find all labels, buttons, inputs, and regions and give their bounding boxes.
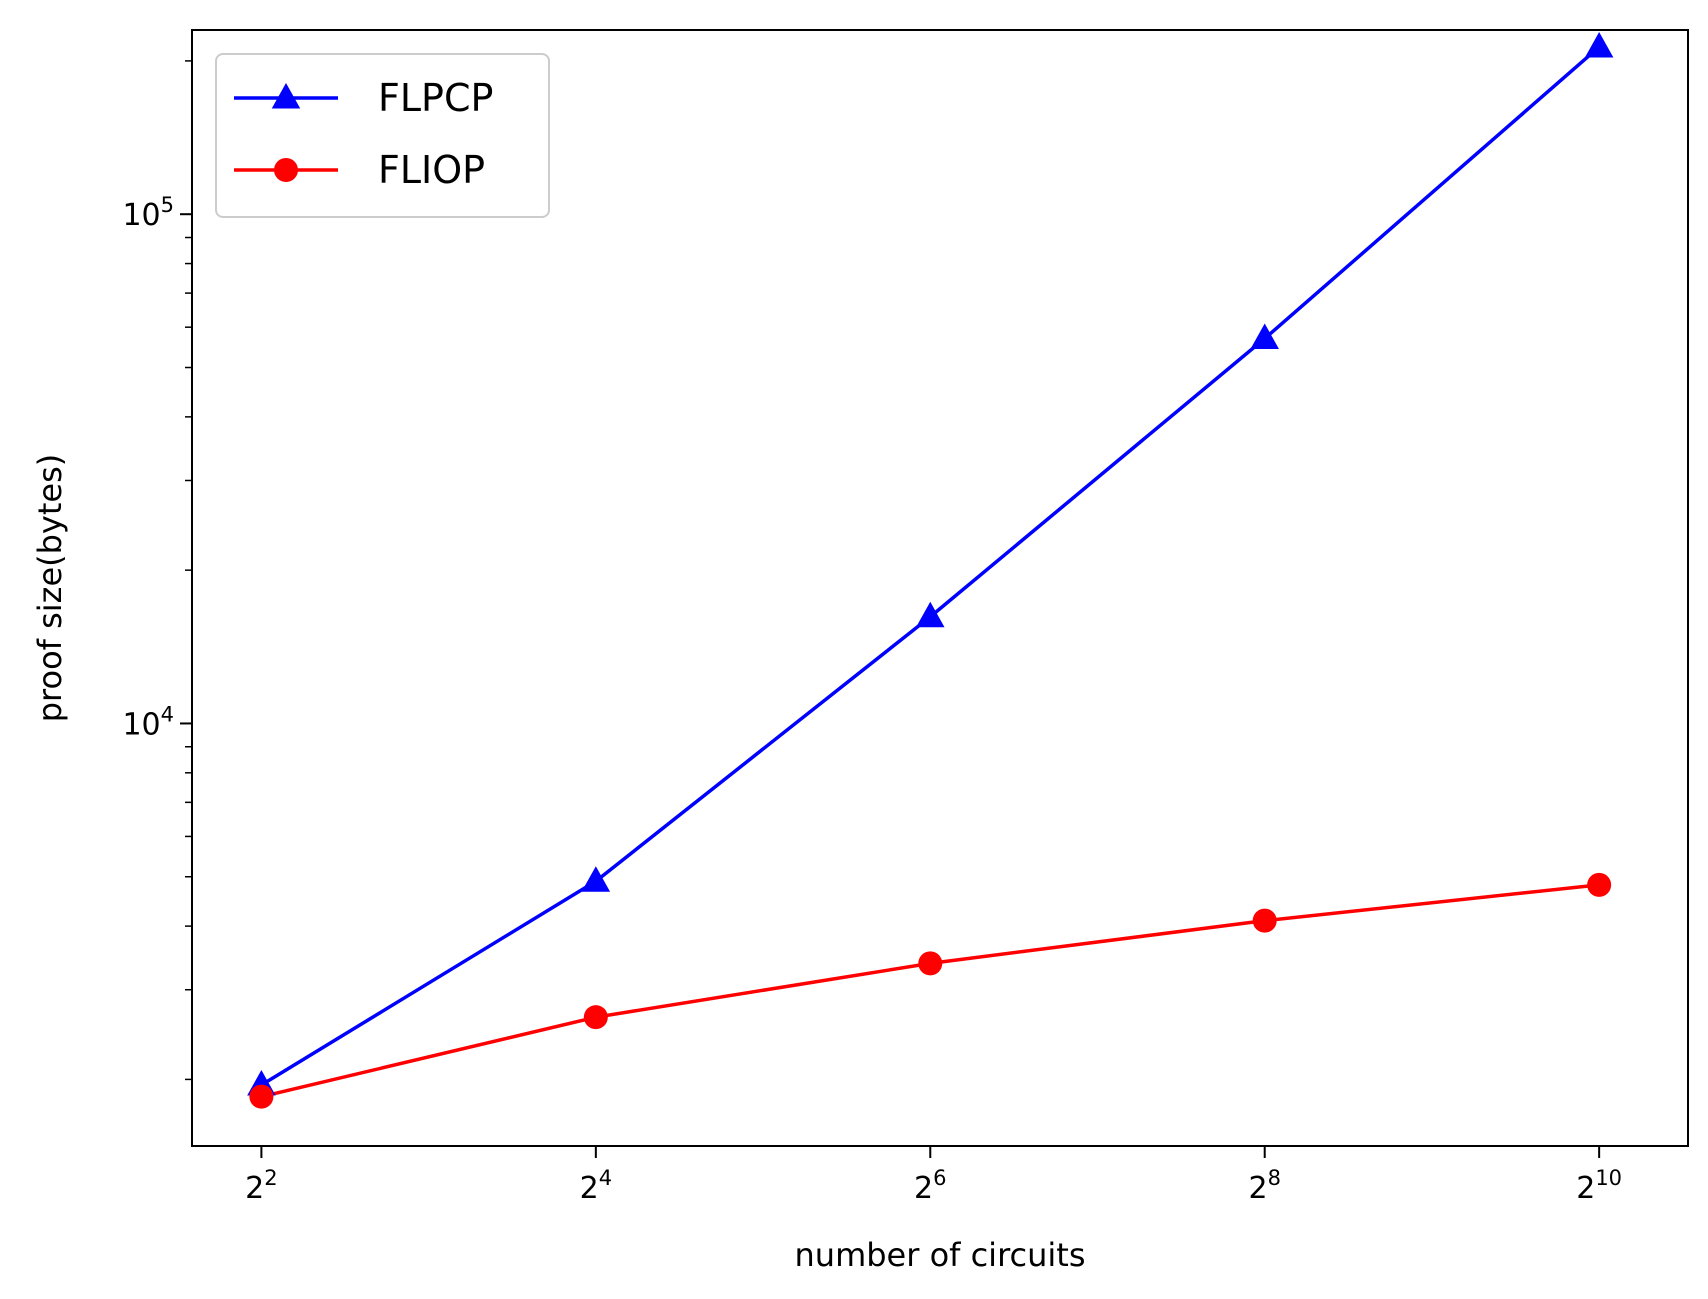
y-tick-label: 104 bbox=[122, 702, 174, 742]
legend-marker bbox=[274, 158, 298, 182]
data-point-fliop bbox=[1252, 908, 1277, 933]
y-tick-label: 105 bbox=[122, 193, 174, 233]
x-tick-label: 210 bbox=[1576, 1166, 1622, 1206]
data-point-fliop bbox=[583, 1005, 608, 1030]
data-point-fliop bbox=[1587, 872, 1612, 897]
x-tick-label: 24 bbox=[580, 1166, 612, 1206]
x-tick-label: 28 bbox=[1248, 1166, 1280, 1206]
data-point-flpcp bbox=[581, 866, 611, 892]
y-minor-ticks bbox=[185, 60, 192, 1081]
data-point-fliop bbox=[918, 951, 943, 976]
legend-box bbox=[215, 53, 550, 218]
legend-label: FLPCP bbox=[378, 76, 493, 120]
data-point-fliop bbox=[249, 1084, 274, 1109]
y-axis-label: proof size(bytes) bbox=[31, 454, 69, 723]
legend-label: FLIOP bbox=[378, 148, 485, 192]
plot-frame bbox=[191, 29, 1689, 1147]
data-point-flpcp bbox=[1584, 31, 1614, 58]
y-major-ticks: 104 105 bbox=[122, 193, 192, 742]
x-axis-label: number of circuits bbox=[795, 1236, 1086, 1274]
x-tick-label: 26 bbox=[914, 1166, 946, 1206]
legend-marker bbox=[271, 83, 301, 109]
legend-entries: FLPCP FLIOP bbox=[234, 76, 493, 192]
x-ticks: 22 24 26 28 210 bbox=[245, 1146, 1622, 1206]
x-tick-label: 22 bbox=[245, 1166, 277, 1206]
data-point-flpcp bbox=[916, 601, 945, 628]
legend: FLPCP FLIOP bbox=[215, 53, 550, 218]
series-markers bbox=[247, 31, 1614, 1109]
data-point-flpcp bbox=[1250, 323, 1279, 350]
